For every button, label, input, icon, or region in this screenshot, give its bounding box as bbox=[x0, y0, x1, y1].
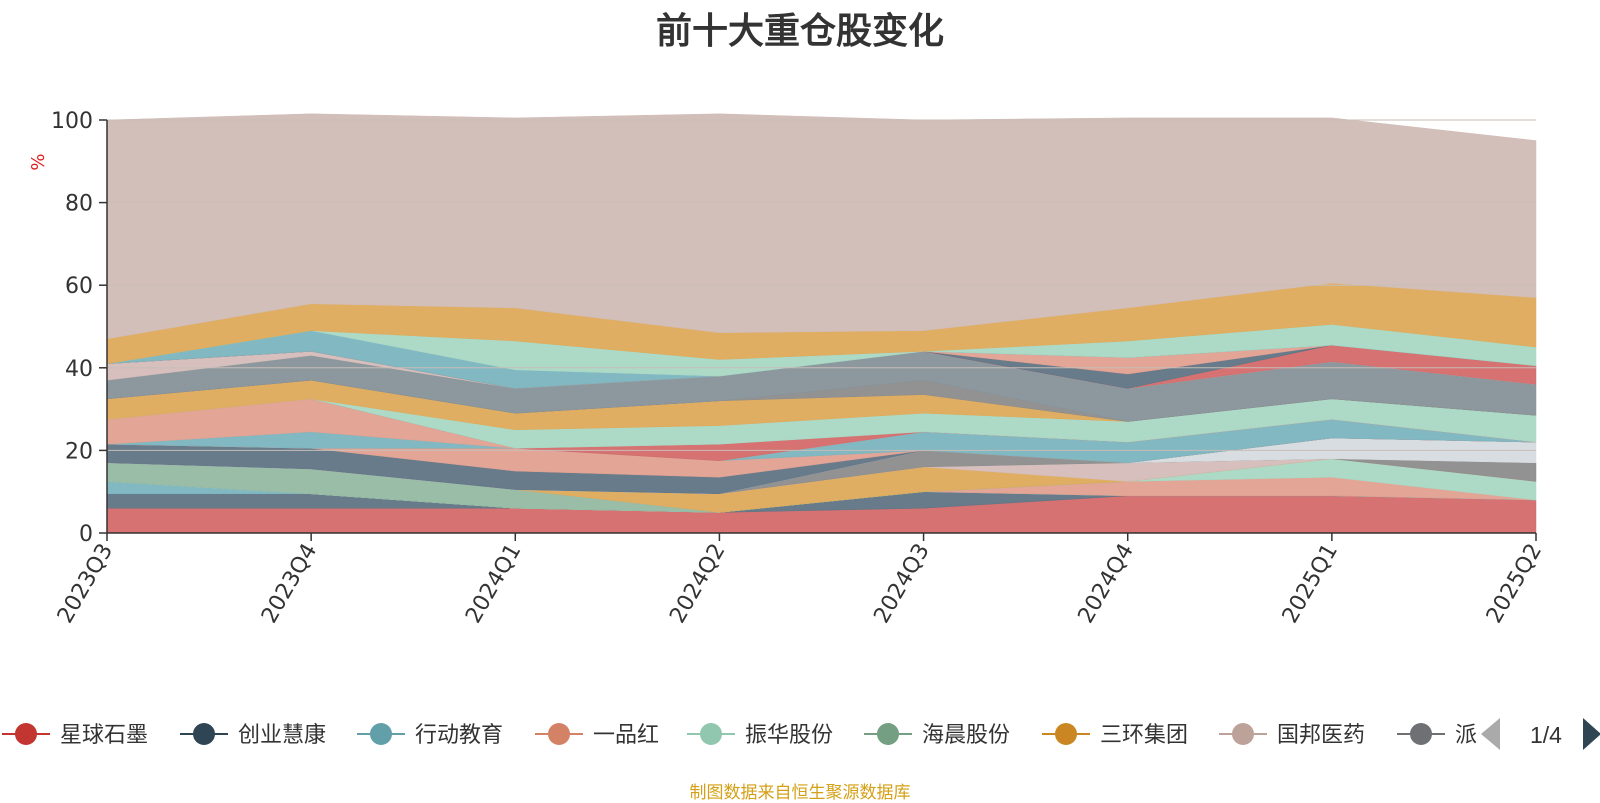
legend-dot-icon bbox=[877, 723, 899, 745]
legend-item-label: 创业慧康 bbox=[238, 723, 326, 748]
legend-item-label: 振华股份 bbox=[745, 723, 833, 748]
legend-dot-icon bbox=[700, 723, 722, 745]
legend-item-label: 国邦医药 bbox=[1277, 723, 1365, 748]
legend-item-1[interactable]: 星球石墨 bbox=[2, 723, 148, 748]
x-tick-label: 2025Q2 bbox=[1482, 540, 1547, 628]
area-series-group bbox=[106, 113, 1537, 534]
y-tick-label: 100 bbox=[51, 109, 93, 134]
x-tick-label: 2025Q1 bbox=[1278, 540, 1343, 628]
y-tick-label: 0 bbox=[79, 522, 93, 547]
legend-next-page-arrow-icon[interactable] bbox=[1583, 718, 1600, 750]
legend-dot-icon bbox=[15, 723, 37, 745]
legend-dot-icon bbox=[1232, 723, 1254, 745]
axes bbox=[106, 120, 1536, 534]
legend-items: 星球石墨 创业慧康 行动教育 一品红 振华股份 海晨股份 三环集团 国邦医药 派 bbox=[2, 723, 1477, 748]
legend-item-label: 三环集团 bbox=[1100, 723, 1188, 748]
legend-item-label: 派 bbox=[1455, 723, 1477, 748]
x-tick-label: 2024Q2 bbox=[665, 540, 730, 628]
y-tick-label: 40 bbox=[65, 357, 93, 382]
legend-dot-icon bbox=[370, 723, 392, 745]
legend-prev-page-arrow-icon[interactable] bbox=[1481, 718, 1500, 750]
x-tick-label: 2023Q3 bbox=[53, 540, 118, 628]
grid-lines bbox=[107, 119, 1536, 451]
legend-item-4[interactable]: 一品红 bbox=[535, 723, 659, 748]
legend-item-7[interactable]: 三环集团 bbox=[1042, 723, 1188, 748]
legend-item-label: 一品红 bbox=[593, 723, 659, 748]
x-tick-label: 2023Q4 bbox=[257, 540, 322, 628]
legend-dot-icon bbox=[193, 723, 215, 745]
y-tick-label: 80 bbox=[65, 192, 93, 217]
legend-item-label: 行动教育 bbox=[415, 723, 503, 748]
chart-title: 前十大重仓股变化 bbox=[655, 11, 944, 52]
x-tick-label: 2024Q3 bbox=[869, 540, 934, 628]
legend-item-6[interactable]: 海晨股份 bbox=[864, 723, 1010, 748]
y-tick-label: 20 bbox=[65, 439, 93, 464]
legend-item-3[interactable]: 行动教育 bbox=[357, 723, 503, 748]
legend-item-label: 星球石墨 bbox=[60, 723, 148, 748]
legend-dot-icon bbox=[548, 723, 570, 745]
y-axis-label: % bbox=[28, 153, 49, 170]
legend-dot-icon bbox=[1410, 723, 1432, 745]
legend-item-5[interactable]: 振华股份 bbox=[687, 723, 833, 748]
area-series-27 bbox=[106, 113, 1537, 340]
legend-item-2[interactable]: 创业慧康 bbox=[180, 723, 326, 748]
y-tick-label: 60 bbox=[65, 274, 93, 299]
legend: 星球石墨 创业慧康 行动教育 一品红 振华股份 海晨股份 三环集团 国邦医药 派 1/4 bbox=[2, 718, 1600, 750]
legend-item-label: 海晨股份 bbox=[922, 723, 1010, 748]
legend-dot-icon bbox=[1055, 723, 1077, 745]
x-tick-label: 2024Q1 bbox=[461, 540, 526, 628]
y-axis-ticks: 0 20 40 60 80 100 bbox=[51, 109, 107, 547]
legend-item-8[interactable]: 国邦医药 bbox=[1219, 723, 1365, 748]
legend-item-9[interactable]: 派 bbox=[1397, 723, 1477, 748]
legend-page-indicator: 1/4 bbox=[1530, 722, 1562, 748]
x-tick-label: 2024Q4 bbox=[1074, 540, 1139, 628]
x-axis-ticks: 2023Q3 2023Q4 2024Q1 2024Q2 2024Q3 2024Q4 2025… bbox=[53, 533, 1547, 628]
source-note: 制图数据来自恒生聚源数据库 bbox=[689, 783, 911, 803]
